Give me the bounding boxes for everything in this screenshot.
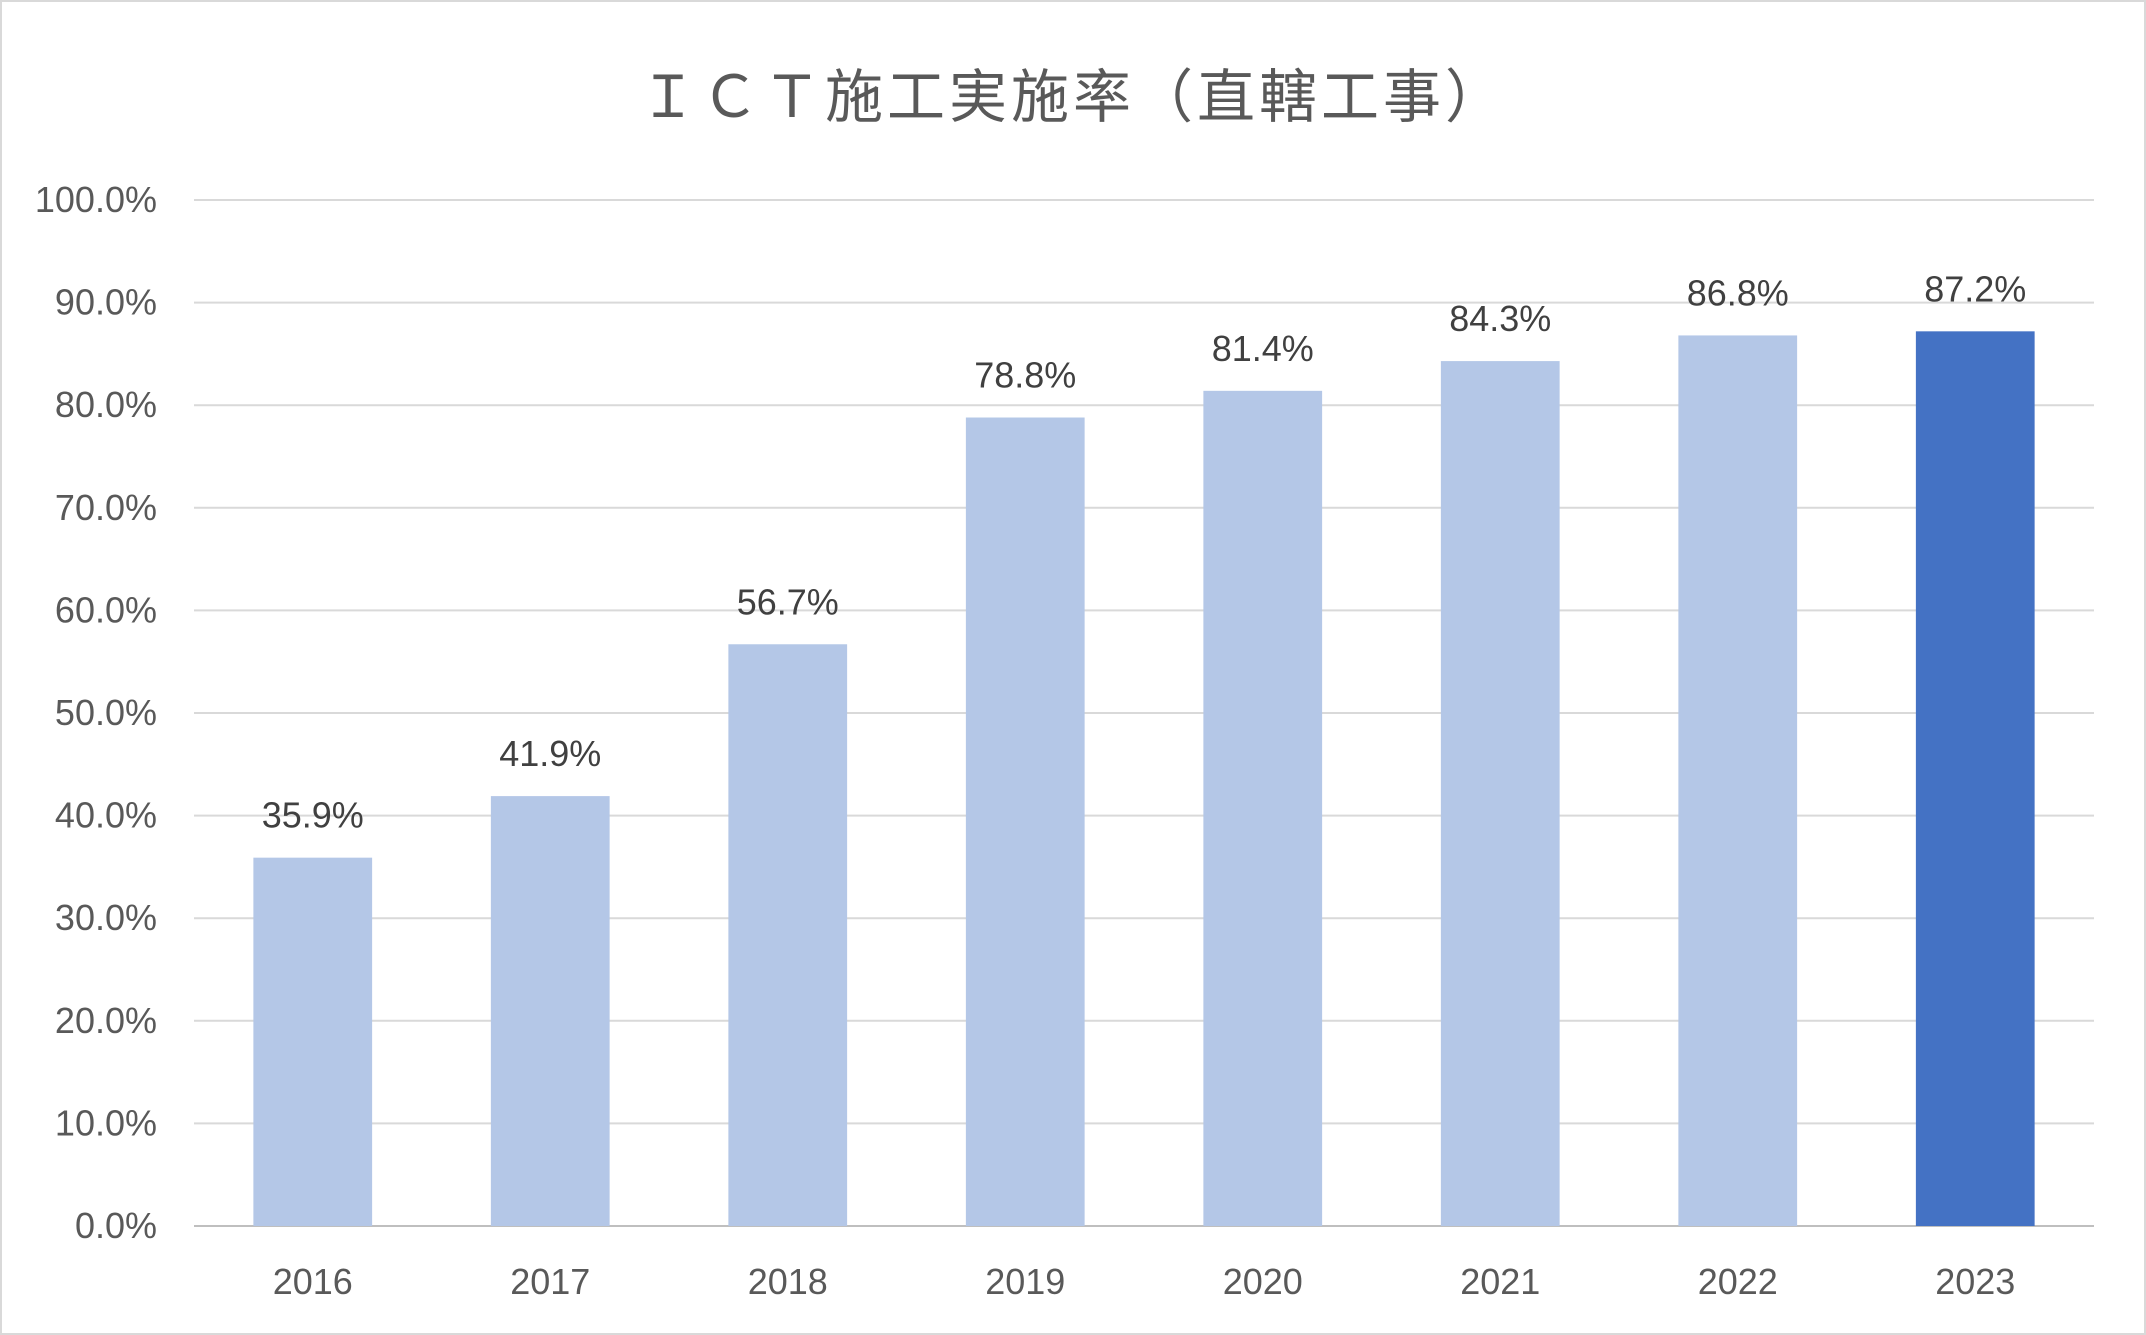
bar-2022 [1678, 335, 1798, 1226]
y-tick-label: 30.0% [55, 897, 157, 938]
data-label: 56.7% [737, 581, 839, 622]
x-tick-label: 2023 [1935, 1261, 2015, 1302]
x-tick-label: 2017 [510, 1261, 590, 1302]
bar-2020 [1203, 390, 1323, 1226]
bar-2023 [1915, 331, 2035, 1226]
x-tick-label: 2022 [1698, 1261, 1778, 1302]
bar-2021 [1440, 361, 1560, 1226]
data-label: 86.8% [1687, 272, 1789, 313]
y-tick-label: 40.0% [55, 795, 157, 836]
x-tick-label: 2019 [985, 1261, 1065, 1302]
x-tick-label: 2016 [273, 1261, 353, 1302]
x-tick-label: 2018 [748, 1261, 828, 1302]
x-tick-label: 2020 [1223, 1261, 1303, 1302]
y-tick-label: 0.0% [75, 1205, 157, 1246]
y-tick-label: 50.0% [55, 692, 157, 733]
data-label: 41.9% [499, 733, 601, 774]
y-tick-label: 20.0% [55, 1000, 157, 1041]
y-tick-label: 70.0% [55, 487, 157, 528]
y-tick-label: 80.0% [55, 384, 157, 425]
y-tick-label: 10.0% [55, 1102, 157, 1143]
y-tick-label: 90.0% [55, 282, 157, 323]
data-label: 35.9% [262, 795, 364, 836]
bar-2019 [965, 417, 1085, 1227]
data-label: 87.2% [1924, 268, 2026, 309]
y-tick-label: 100.0% [35, 179, 157, 220]
bar-2016 [253, 857, 373, 1226]
data-label: 84.3% [1449, 298, 1551, 339]
x-tick-label: 2021 [1460, 1261, 1540, 1302]
chart-title: ＩＣＴ施工実施率（直轄工事） [638, 63, 1507, 131]
bar-2017 [490, 796, 610, 1226]
data-label: 78.8% [974, 355, 1076, 396]
data-label: 81.4% [1212, 328, 1314, 369]
bar-2018 [728, 644, 848, 1226]
y-tick-label: 60.0% [55, 589, 157, 630]
